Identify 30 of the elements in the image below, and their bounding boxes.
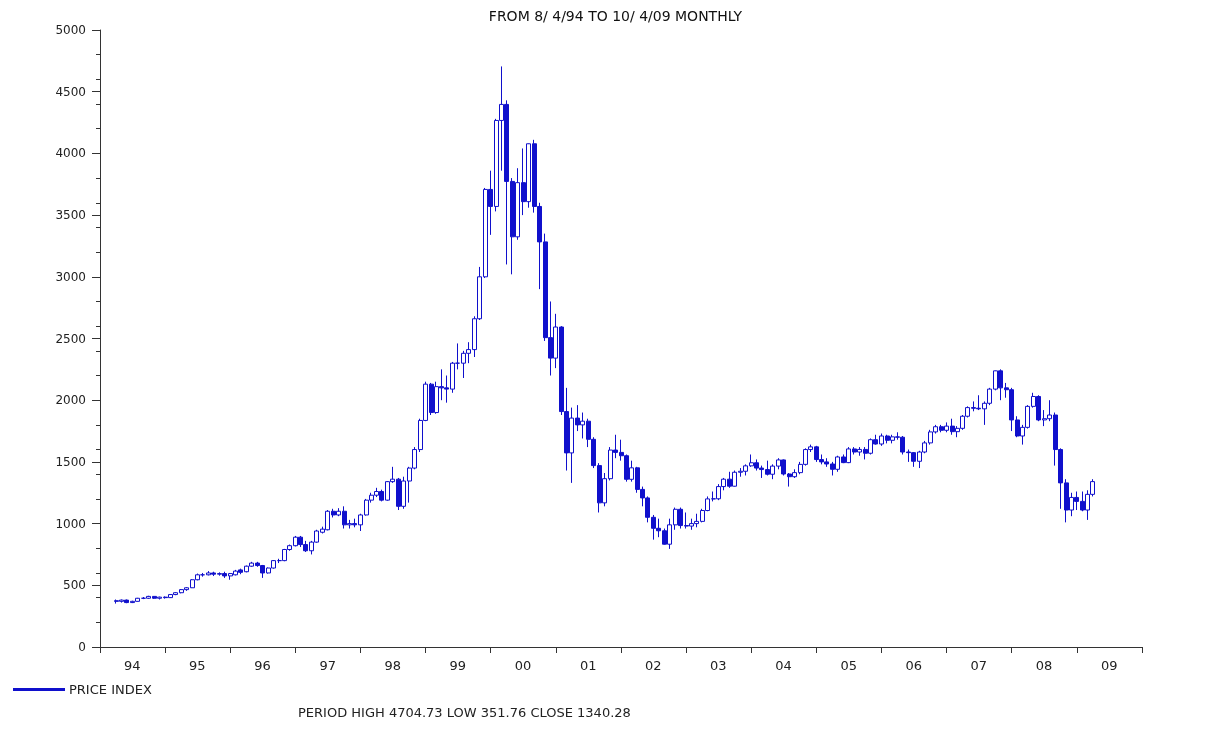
legend-label: PRICE INDEX <box>69 682 152 697</box>
x-tick-label: 99 <box>449 658 467 673</box>
x-tick-label: 08 <box>1035 658 1053 673</box>
x-tick-label: 96 <box>254 658 271 673</box>
x-tick-label: 06 <box>905 658 923 673</box>
x-tick-label: 98 <box>384 658 402 673</box>
y-tick-label: 1500 <box>55 454 86 469</box>
x-tick-label: 03 <box>710 658 727 673</box>
y-tick-label: 0 <box>78 640 86 654</box>
x-tick-label: 09 <box>1100 658 1118 673</box>
x-tick-label: 95 <box>189 658 206 673</box>
text: PERIOD HIGH 4704.73 LOW 351.76 CLOSE 1340.28 <box>298 705 631 720</box>
y-tick-label: 2000 <box>55 393 86 408</box>
x-tick-label: 02 <box>645 658 662 673</box>
x-tick-label: 05 <box>840 658 857 673</box>
y-tick-label: 500 <box>63 578 86 593</box>
y-tick-label: 4500 <box>55 84 86 99</box>
x-tick-label: 94 <box>124 658 141 673</box>
y-tick-label: 2500 <box>55 331 86 346</box>
x-tick-label: 00 <box>514 658 532 673</box>
x-tick-label: 97 <box>319 658 336 673</box>
x-tick-label: 04 <box>775 658 792 673</box>
y-tick-label: 1000 <box>55 516 86 531</box>
y-tick-label: 5000 <box>55 23 86 37</box>
x-tick-label: 07 <box>970 658 988 673</box>
chart-title: FROM 8/ 4/94 TO 10/ 4/09 MONTHLY <box>488 8 743 24</box>
y-tick-label: 3000 <box>55 269 86 284</box>
x-tick-label: 01 <box>579 658 597 673</box>
y-tick-label: 4000 <box>55 146 86 161</box>
y-tick-label: 3500 <box>55 208 86 223</box>
